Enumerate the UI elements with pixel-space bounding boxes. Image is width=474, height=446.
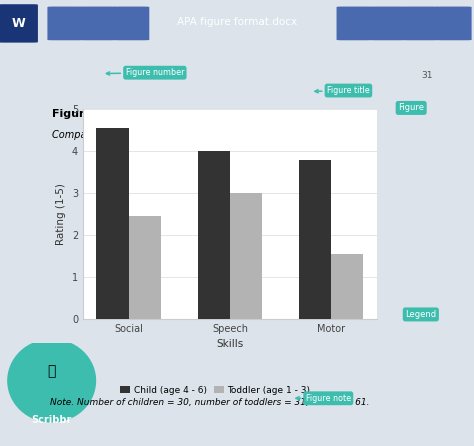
Bar — [331, 254, 364, 319]
Text: APA figure format.docx: APA figure format.docx — [177, 17, 297, 28]
Text: Scribbr: Scribbr — [31, 415, 72, 425]
Bar — [129, 216, 161, 319]
Bar — [198, 151, 230, 319]
FancyBboxPatch shape — [0, 4, 38, 43]
Bar — [230, 193, 262, 319]
FancyBboxPatch shape — [403, 7, 438, 40]
X-axis label: Skills: Skills — [216, 339, 244, 349]
Bar — [96, 128, 129, 319]
Text: Figure: Figure — [398, 103, 424, 112]
FancyBboxPatch shape — [47, 7, 83, 40]
Y-axis label: Rating (1-5): Rating (1-5) — [56, 183, 66, 245]
Text: Comparison of Core Skills between Children and Toddlers: Comparison of Core Skills between Childr… — [52, 130, 332, 140]
Text: Figure title: Figure title — [315, 86, 370, 95]
FancyBboxPatch shape — [114, 7, 149, 40]
Legend: Child (age 4 - 6), Toddler (age 1 - 3): Child (age 4 - 6), Toddler (age 1 - 3) — [117, 382, 313, 398]
FancyBboxPatch shape — [370, 7, 405, 40]
FancyBboxPatch shape — [337, 7, 372, 40]
FancyBboxPatch shape — [436, 7, 472, 40]
Text: Figure 1: Figure 1 — [52, 109, 103, 119]
Bar — [299, 160, 331, 319]
FancyBboxPatch shape — [81, 7, 116, 40]
Text: W: W — [11, 17, 25, 30]
Circle shape — [8, 339, 95, 422]
Text: Figure note: Figure note — [296, 394, 351, 403]
Text: Note. Number of children = 30, number of toddlers = 31, total N = 61.: Note. Number of children = 30, number of… — [50, 398, 369, 407]
Text: 31: 31 — [422, 71, 433, 80]
Text: Legend: Legend — [405, 310, 437, 319]
Text: 🎓: 🎓 — [47, 364, 56, 378]
Text: Figure number: Figure number — [106, 68, 184, 77]
